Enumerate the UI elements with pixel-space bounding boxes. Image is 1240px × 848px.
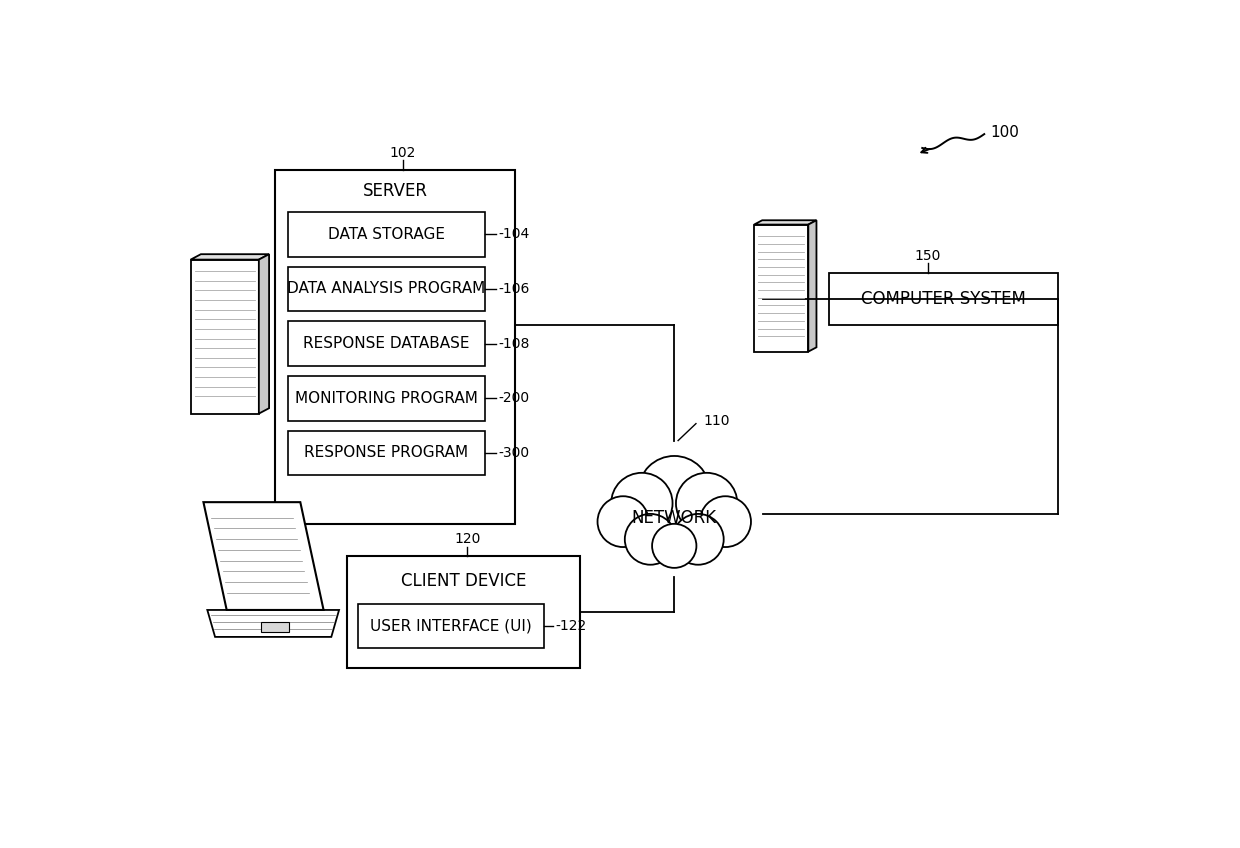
Text: 120: 120 xyxy=(454,533,481,546)
Text: 110: 110 xyxy=(704,415,730,428)
Polygon shape xyxy=(754,225,808,352)
Text: RESPONSE DATABASE: RESPONSE DATABASE xyxy=(303,336,470,351)
Polygon shape xyxy=(808,220,816,352)
Text: USER INTERFACE (UI): USER INTERFACE (UI) xyxy=(371,619,532,633)
Text: -200: -200 xyxy=(498,391,529,405)
Polygon shape xyxy=(259,254,269,414)
Text: MONITORING PROGRAM: MONITORING PROGRAM xyxy=(295,391,477,405)
Bar xyxy=(288,212,485,257)
Text: 100: 100 xyxy=(991,125,1019,140)
Polygon shape xyxy=(203,502,324,610)
Bar xyxy=(288,376,485,421)
Polygon shape xyxy=(191,254,269,259)
Text: -122: -122 xyxy=(556,619,587,633)
Bar xyxy=(288,266,485,311)
Polygon shape xyxy=(207,610,339,637)
Circle shape xyxy=(625,514,676,565)
Bar xyxy=(288,321,485,365)
Text: -108: -108 xyxy=(498,337,529,350)
Text: SERVER: SERVER xyxy=(363,182,428,200)
Circle shape xyxy=(672,514,724,565)
Text: DATA STORAGE: DATA STORAGE xyxy=(327,226,445,242)
Bar xyxy=(347,556,580,667)
Circle shape xyxy=(699,496,751,547)
Bar xyxy=(288,431,485,475)
Bar xyxy=(275,170,516,524)
Text: -300: -300 xyxy=(498,446,529,460)
Text: 102: 102 xyxy=(389,146,417,159)
Text: 150: 150 xyxy=(915,248,941,263)
Text: COMPUTER SYSTEM: COMPUTER SYSTEM xyxy=(861,290,1025,308)
Polygon shape xyxy=(191,259,259,414)
Bar xyxy=(358,604,544,649)
Bar xyxy=(262,622,289,633)
Circle shape xyxy=(652,524,697,568)
Text: NETWORK: NETWORK xyxy=(631,509,717,527)
Polygon shape xyxy=(754,220,816,225)
Circle shape xyxy=(676,473,738,533)
Text: CLIENT DEVICE: CLIENT DEVICE xyxy=(401,572,526,589)
Text: -104: -104 xyxy=(498,227,529,241)
Text: -106: -106 xyxy=(498,282,529,296)
Circle shape xyxy=(598,496,649,547)
Circle shape xyxy=(639,456,711,527)
Text: DATA ANALYSIS PROGRAM: DATA ANALYSIS PROGRAM xyxy=(288,282,486,296)
Circle shape xyxy=(611,473,672,533)
Text: RESPONSE PROGRAM: RESPONSE PROGRAM xyxy=(304,445,469,460)
Bar xyxy=(830,273,1058,325)
